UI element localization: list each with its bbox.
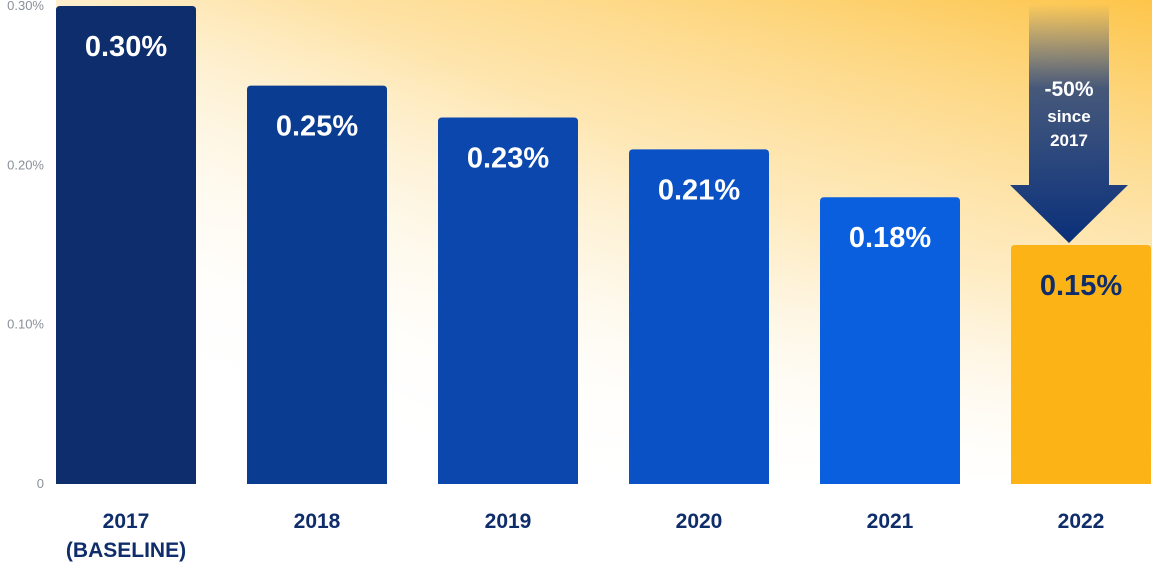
data-label: 0.23% bbox=[467, 143, 549, 175]
x-tick-label: 2017 bbox=[103, 510, 150, 533]
data-label: 0.18% bbox=[849, 222, 931, 254]
bar-2020 bbox=[629, 149, 769, 484]
bar-2017 bbox=[56, 6, 196, 484]
bar-2021 bbox=[820, 197, 960, 484]
y-tick-label: 0.30% bbox=[7, 0, 44, 13]
y-tick-label: 0.20% bbox=[7, 157, 44, 172]
annotation-line: since bbox=[1047, 107, 1090, 126]
annotation-line: -50% bbox=[1044, 78, 1093, 101]
bars: 0.30% 0.25% 0.23% 0.21% 0.18% 0.15% bbox=[56, 6, 1151, 485]
background-fade bbox=[56, 0, 1152, 486]
x-tick-label: 2021 bbox=[867, 510, 914, 533]
y-axis: 0 0.10% 0.20% 0.30% bbox=[7, 0, 44, 491]
y-tick-label: 0 bbox=[37, 476, 44, 491]
bar-2022 bbox=[1011, 245, 1151, 484]
data-label: 0.30% bbox=[85, 31, 167, 63]
annotation-line: 2017 bbox=[1050, 131, 1088, 150]
bar-2019 bbox=[438, 117, 578, 485]
data-label: 0.15% bbox=[1040, 270, 1122, 302]
down-arrow-icon bbox=[1010, 4, 1128, 243]
x-tick-label: 2018 bbox=[294, 510, 341, 533]
x-tick-label: 2020 bbox=[676, 510, 723, 533]
y-tick-label: 0.10% bbox=[7, 317, 44, 332]
x-tick-label: 2022 bbox=[1058, 510, 1105, 533]
data-label: 0.21% bbox=[658, 174, 740, 206]
x-axis: 2017 (BASELINE) 2018 2019 2020 2021 2022 bbox=[66, 510, 1104, 562]
data-label: 0.25% bbox=[276, 111, 358, 143]
x-tick-sublabel: (BASELINE) bbox=[66, 539, 186, 562]
change-annotation: -50% since 2017 bbox=[1010, 4, 1128, 243]
x-tick-label: 2019 bbox=[485, 510, 532, 533]
bar-2018 bbox=[247, 85, 387, 485]
